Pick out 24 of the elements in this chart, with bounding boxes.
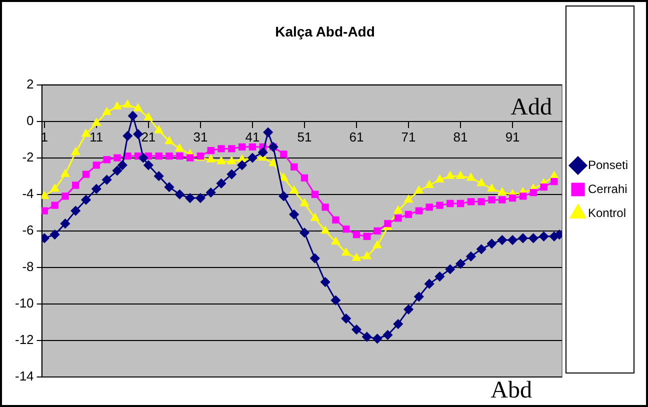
- x-tick-label: 11: [90, 130, 104, 145]
- y-tick-label: -6: [22, 222, 34, 238]
- y-tick-label: -4: [22, 186, 34, 201]
- y-tick-label: -14: [14, 368, 34, 384]
- y-tick-label: -8: [22, 259, 34, 274]
- legend-label: Kontrol: [588, 206, 626, 220]
- x-tick-label: 31: [193, 130, 208, 145]
- y-tick-label: -2: [22, 149, 34, 164]
- x-tick-label: 61: [349, 130, 364, 145]
- legend-label: Cerrahi: [588, 182, 628, 196]
- x-tick-label: 41: [245, 130, 260, 145]
- y-tick-label: 0: [26, 112, 34, 128]
- chart-title: Kalça Abd-Add: [275, 23, 375, 40]
- legend-label: Ponseti: [588, 158, 628, 172]
- x-tick-label: 81: [453, 130, 468, 145]
- y-tick-label: 2: [26, 76, 34, 92]
- text: Abd: [490, 377, 532, 404]
- y-tick-label: -12: [14, 332, 34, 348]
- x-tick-label: 91: [505, 130, 520, 145]
- x-tick-label: 21: [141, 130, 156, 145]
- x-tick-label: 71: [401, 130, 416, 145]
- y-tick-label: -10: [14, 296, 34, 311]
- annotation: Add: [510, 94, 552, 121]
- x-tick-label: 51: [297, 130, 312, 145]
